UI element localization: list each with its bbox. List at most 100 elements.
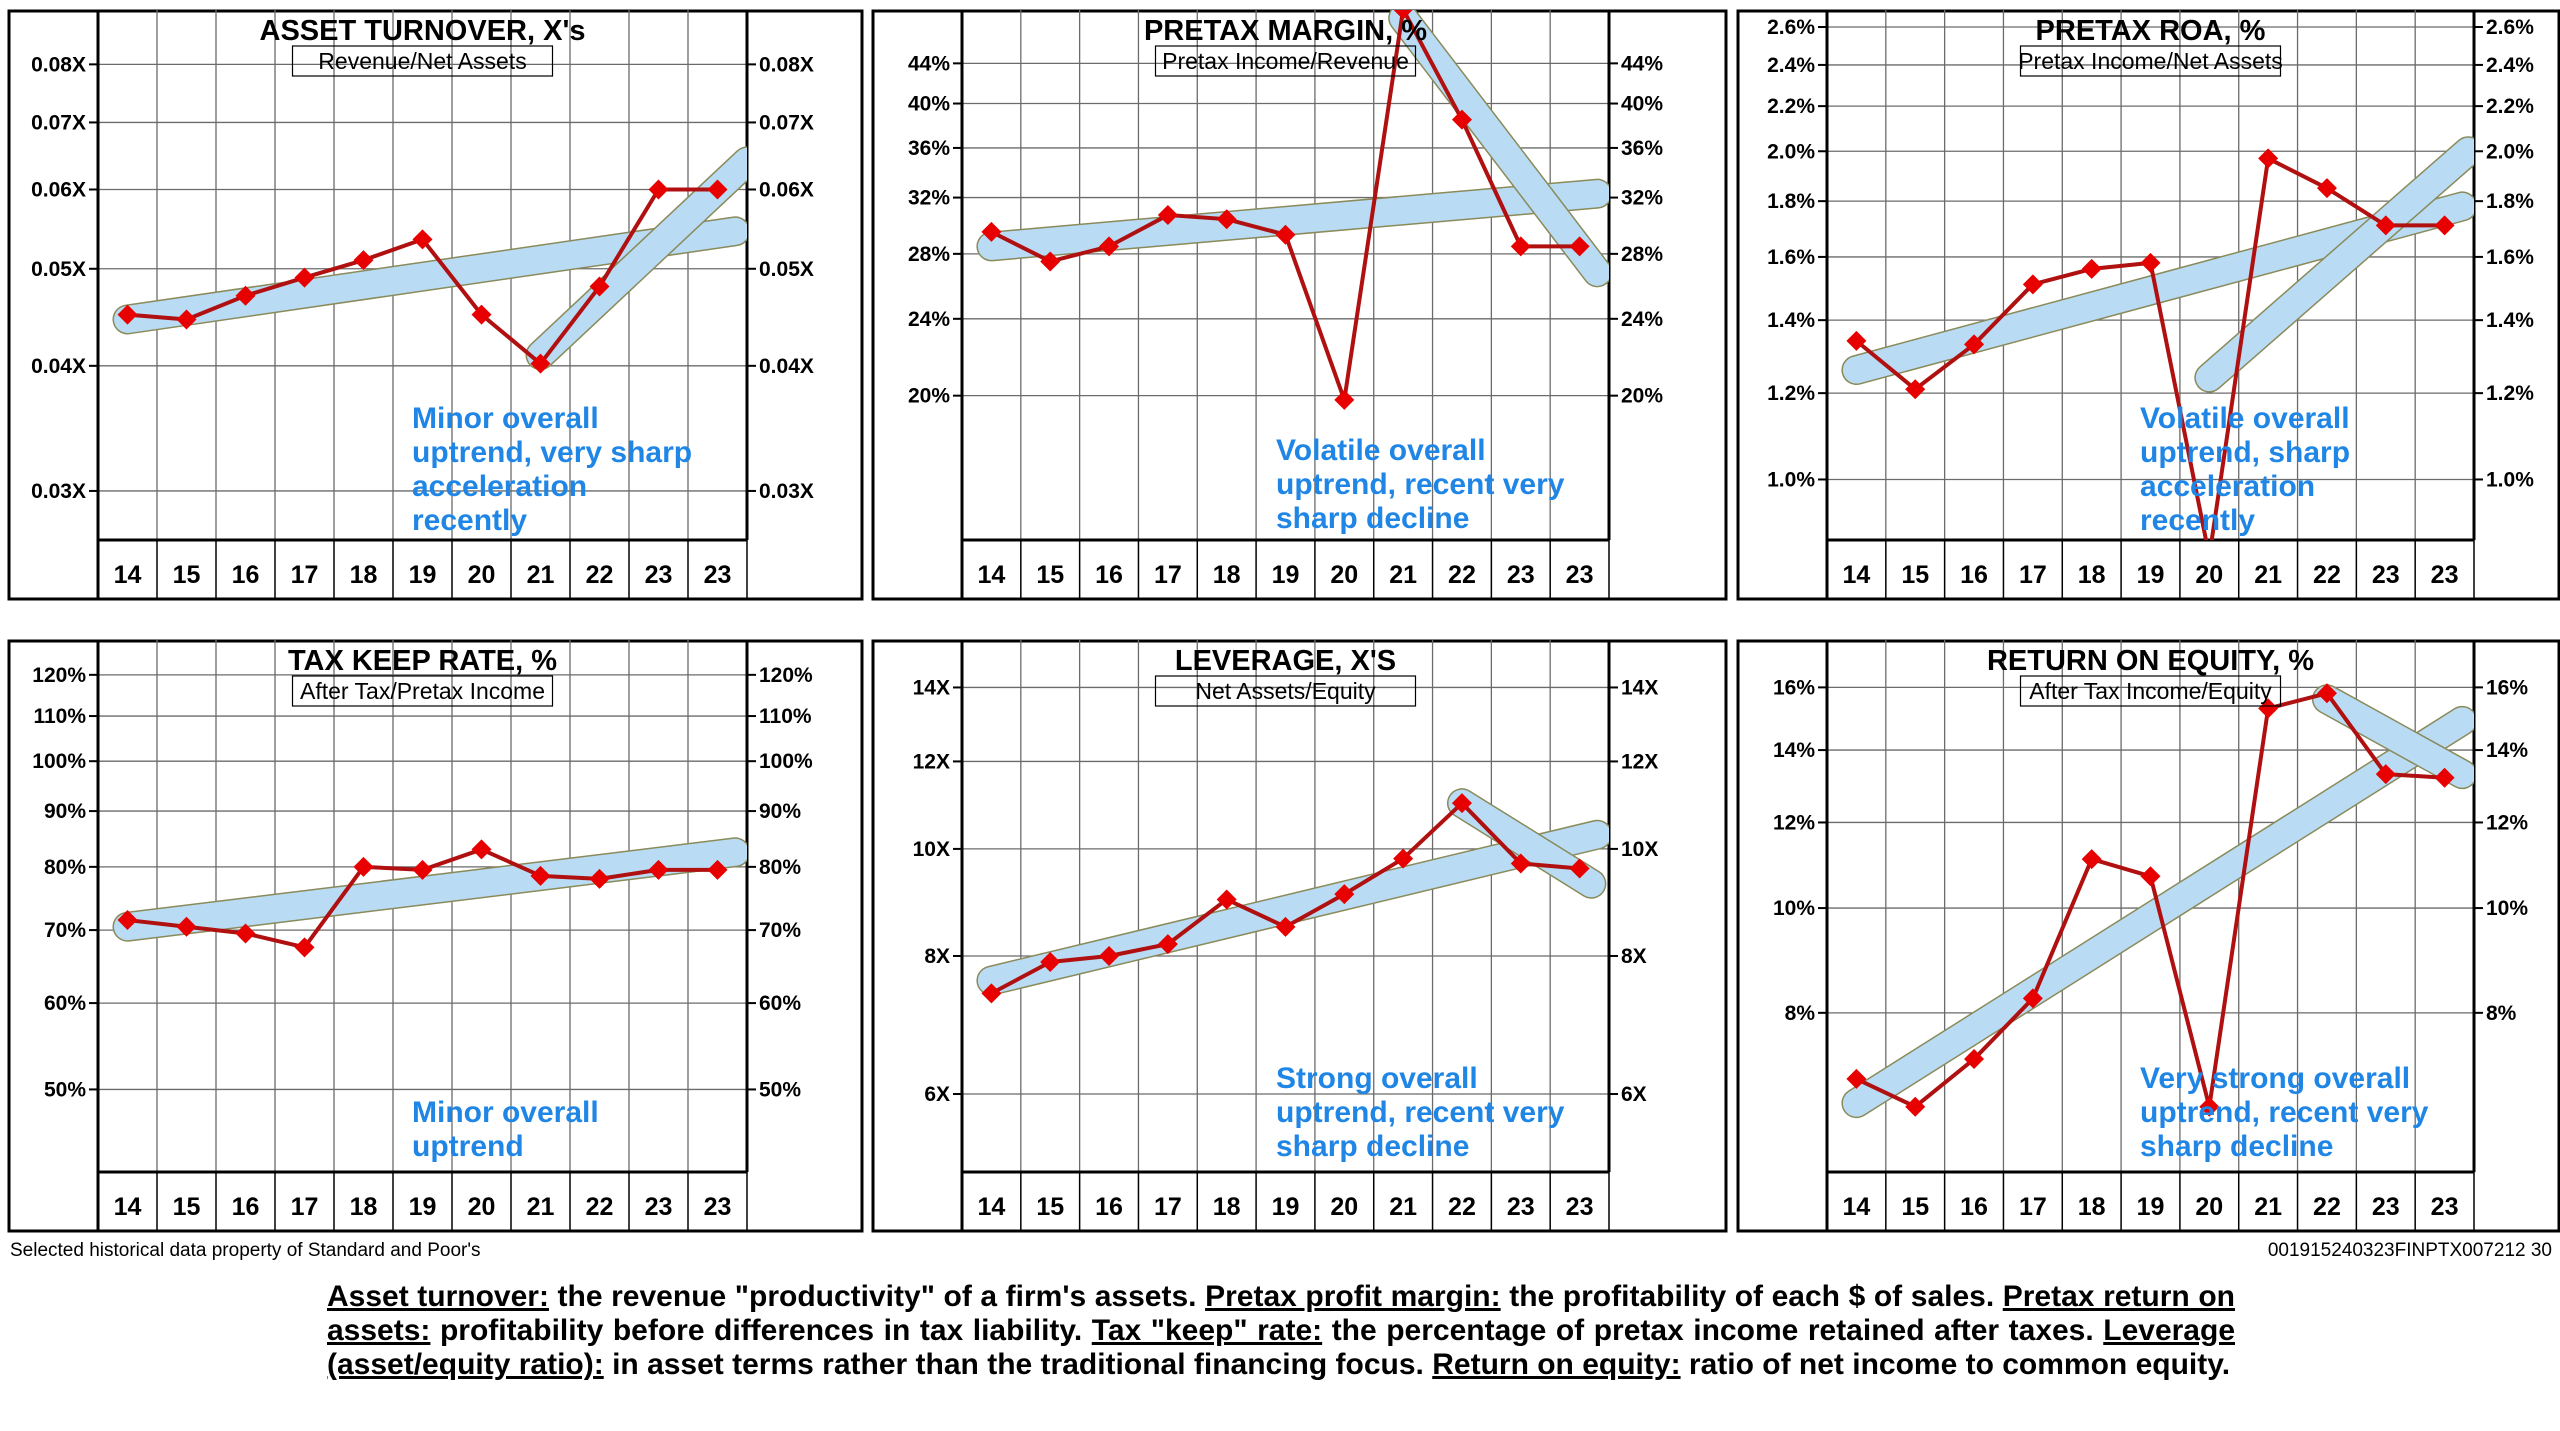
x-tick-label: 23 <box>2431 1193 2459 1221</box>
y-tick-label-right: 60% <box>759 992 801 1015</box>
data-point <box>589 276 610 297</box>
x-tick-label: 19 <box>1272 1193 1300 1221</box>
chart-title: LEVERAGE, X'S <box>1175 645 1396 677</box>
x-tick-label: 21 <box>2254 561 2282 589</box>
data-point <box>2375 764 2396 785</box>
x-tick-label: 15 <box>1036 1193 1064 1221</box>
x-tick-label: 20 <box>2195 561 2223 589</box>
x-tick-label: 14 <box>114 561 142 589</box>
chart-panel: 8% 8% 10% 10% 12% 12% 14% 14% 16% 16% 14 15 16 17 18 19… <box>1736 639 2560 1233</box>
x-tick-label: 18 <box>2078 1193 2106 1221</box>
x-tick-label: 18 <box>350 561 378 589</box>
data-point <box>1510 853 1531 874</box>
x-tick-label: 19 <box>2137 1193 2165 1221</box>
y-tick-label-right: 2.2% <box>2486 95 2534 118</box>
chart-annotation: uptrend <box>412 1130 524 1163</box>
chart-panel: 1.0% 1.0% 1.2% 1.2% 1.4% 1.4% 1.6% 1.6% 1.8% 1.8%… <box>1736 9 2560 601</box>
data-point <box>1846 1068 1867 1089</box>
x-tick-label: 21 <box>527 561 555 589</box>
data-point <box>1334 389 1355 410</box>
data-point <box>1157 934 1178 955</box>
y-tick-label-right: 0.04X <box>759 355 814 378</box>
y-tick-label: 0.04X <box>31 355 86 378</box>
trend-band <box>2195 137 2474 392</box>
y-tick-label-right: 12X <box>1621 750 1658 773</box>
x-tick-label: 16 <box>232 1193 260 1221</box>
x-tick-label: 16 <box>1960 561 1988 589</box>
y-tick-label-right: 2.0% <box>2486 140 2534 163</box>
x-tick-label: 23 <box>2372 561 2400 589</box>
chart-annotation: sharp decline <box>1276 1130 1469 1163</box>
x-tick-label: 22 <box>586 1193 614 1221</box>
data-point <box>2258 698 2279 719</box>
chart-annotation: uptrend, very sharp <box>412 436 692 469</box>
x-tick-label: 20 <box>2195 1193 2223 1221</box>
glossary-term: Tax "keep" rate: <box>1091 1314 1323 1347</box>
data-point <box>1905 1096 1926 1117</box>
y-tick-label: 2.2% <box>1767 95 1815 118</box>
data-point <box>117 304 138 325</box>
y-tick-label: 16% <box>1773 676 1815 699</box>
data-point <box>1393 848 1414 869</box>
y-tick-label-right: 20% <box>1621 385 1663 408</box>
x-tick-label: 17 <box>1154 561 1182 589</box>
y-tick-label-right: 28% <box>1621 243 1663 266</box>
data-point <box>2434 767 2455 788</box>
data-point <box>1964 1049 1985 1070</box>
y-tick-label-right: 24% <box>1621 308 1663 331</box>
data-point <box>353 856 374 877</box>
data-point <box>412 229 433 250</box>
data-point <box>176 309 197 330</box>
data-point <box>2316 683 2337 704</box>
glossary-term: Leverage (asset/equity ratio): <box>327 1314 2235 1381</box>
x-tick-label: 16 <box>1095 1193 1123 1221</box>
y-tick-label-right: 110% <box>759 705 812 728</box>
data-point <box>648 179 669 200</box>
trend-band <box>114 217 747 333</box>
data-point <box>1569 858 1590 879</box>
data-point <box>2022 988 2043 1009</box>
y-tick-label: 14X <box>913 676 950 699</box>
y-tick-label: 24% <box>908 308 950 331</box>
data-point <box>1157 205 1178 226</box>
y-tick-label: 110% <box>33 705 86 728</box>
x-tick-label: 17 <box>2019 561 2047 589</box>
data-point <box>1040 251 1061 272</box>
trend-band <box>977 180 1609 260</box>
chart-annotation: uptrend, recent very <box>1276 1096 1565 1129</box>
data-point <box>707 179 728 200</box>
x-tick-label: 19 <box>2137 561 2165 589</box>
x-tick-label: 20 <box>468 561 496 589</box>
y-tick-label-right: 100% <box>759 750 813 773</box>
y-tick-label: 60% <box>44 992 86 1015</box>
y-tick-label-right: 2.6% <box>2486 16 2534 39</box>
y-tick-label-right: 44% <box>1621 52 1663 75</box>
data-point <box>530 353 551 374</box>
chart-subtitle: After Tax Income/Equity <box>2029 678 2272 704</box>
chart-subtitle: Revenue/Net Assets <box>318 48 526 74</box>
chart-subtitle-box <box>1154 675 1417 707</box>
x-tick-label: 21 <box>1389 561 1417 589</box>
x-tick-label: 19 <box>409 561 437 589</box>
data-point <box>2081 258 2102 279</box>
chart-subtitle-box <box>2019 675 2282 707</box>
y-tick-label: 8X <box>924 945 950 968</box>
y-tick-label-right: 6X <box>1621 1083 1647 1106</box>
y-tick-label-right: 14% <box>2486 739 2528 762</box>
y-tick-label: 1.8% <box>1767 190 1815 213</box>
chart-panel: 6X 6X 8X 8X 10X 10X 12X 12X 14X 14X 14 15 16 17 18 19 20… <box>871 639 1728 1233</box>
x-tick-label: 15 <box>173 561 201 589</box>
data-point <box>2316 178 2337 199</box>
y-tick-label: 36% <box>908 137 950 160</box>
data-point <box>2434 215 2455 236</box>
y-tick-label: 2.4% <box>1767 54 1815 77</box>
y-tick-label-right: 1.2% <box>2486 382 2534 405</box>
chart-annotation: uptrend, recent very <box>1276 468 1565 501</box>
glossary-term: Pretax return on assets: <box>327 1280 2235 1347</box>
y-tick-label: 0.06X <box>31 178 86 201</box>
data-point <box>1846 330 1867 351</box>
y-tick-label: 14% <box>1773 739 1815 762</box>
y-tick-label: 40% <box>908 93 950 116</box>
y-tick-label-right: 90% <box>759 800 801 823</box>
plot-area <box>1841 683 2474 1119</box>
